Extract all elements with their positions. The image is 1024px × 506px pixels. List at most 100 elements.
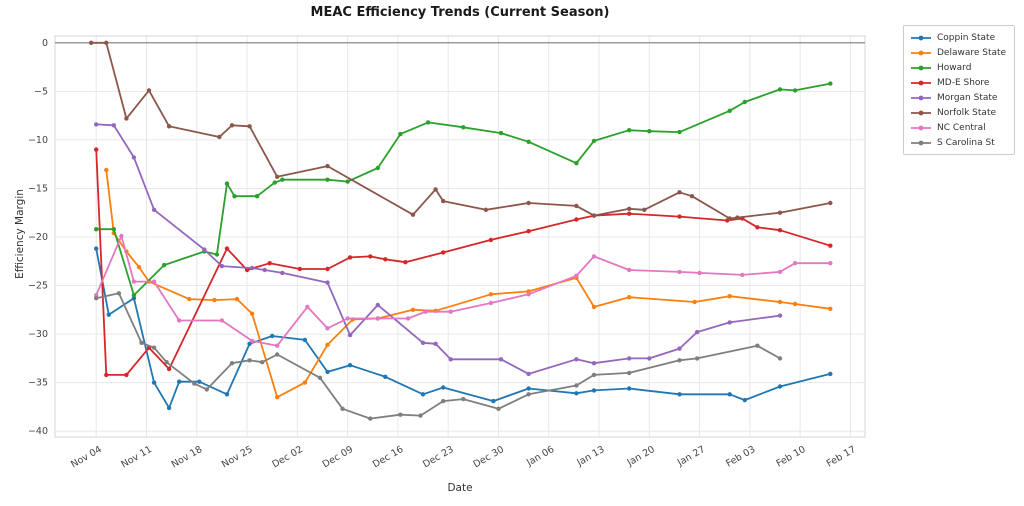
data-point: [254, 194, 260, 199]
data-point: [224, 181, 230, 186]
data-point: [627, 206, 632, 211]
y-tick-label: −20: [28, 232, 48, 243]
data-point: [111, 123, 117, 128]
data-point: [94, 147, 99, 152]
data-point: [325, 369, 330, 375]
data-point: [777, 228, 783, 233]
x-tick-label: Feb 17: [825, 444, 858, 469]
data-point: [591, 372, 597, 378]
data-point: [104, 372, 109, 378]
data-point: [94, 296, 99, 301]
data-point: [441, 398, 446, 404]
legend-marker-icon: [911, 110, 931, 115]
data-point: [217, 134, 222, 140]
data-point: [161, 262, 167, 268]
data-point: [574, 273, 579, 278]
data-point: [526, 392, 531, 397]
data-point: [526, 386, 531, 391]
series-line-md-e-shore: [95, 149, 831, 376]
data-point: [677, 346, 682, 351]
data-point: [574, 391, 579, 396]
y-tick-label: −15: [28, 183, 48, 194]
legend-item-howard: Howard: [910, 60, 1008, 75]
data-point: [297, 266, 303, 272]
data-point: [677, 392, 682, 397]
data-point: [461, 125, 466, 130]
data-point: [425, 120, 431, 125]
data-point: [325, 177, 330, 182]
plot-border: [54, 35, 866, 438]
data-point: [275, 352, 280, 357]
data-point: [526, 292, 531, 297]
data-point: [755, 225, 760, 230]
x-axis-label: Date: [447, 482, 473, 494]
data-point: [627, 267, 632, 273]
series-line-norfolk-state: [91, 41, 831, 220]
series-line-nc-central: [95, 235, 831, 347]
data-point: [488, 237, 494, 243]
data-point: [151, 380, 157, 385]
data-point: [792, 88, 798, 93]
data-point: [574, 203, 579, 209]
data-point: [94, 122, 99, 127]
data-point: [488, 292, 494, 297]
data-point: [461, 396, 466, 402]
legend-marker-icon: [911, 95, 931, 100]
data-point: [260, 360, 265, 365]
data-point: [280, 270, 285, 276]
legend-marker-icon: [911, 125, 931, 130]
data-point: [642, 207, 647, 212]
data-point: [325, 266, 330, 272]
data-point: [164, 360, 169, 365]
data-point: [124, 372, 129, 378]
data-point: [777, 299, 783, 305]
data-point: [777, 384, 783, 389]
data-point: [689, 194, 695, 199]
data-point: [202, 247, 207, 252]
data-point: [325, 163, 330, 169]
data-point: [270, 333, 275, 339]
data-point: [151, 279, 157, 284]
data-point: [146, 88, 152, 93]
legend-marker-icon: [911, 65, 931, 70]
data-point: [219, 318, 225, 323]
data-point: [448, 357, 453, 362]
data-point: [111, 227, 117, 232]
data-point: [275, 343, 280, 348]
data-point: [166, 405, 172, 411]
data-point: [347, 363, 353, 368]
y-tick-label: 0: [42, 38, 48, 49]
x-tick-label: Jan 27: [675, 444, 707, 469]
data-point: [677, 190, 682, 195]
x-tick-label: Nov 25: [220, 444, 255, 470]
data-point: [591, 361, 597, 366]
data-point: [591, 388, 597, 393]
legend-item-md-e-shore: MD-E Shore: [910, 75, 1008, 90]
data-point: [104, 167, 109, 173]
legend-label: Howard: [937, 62, 972, 73]
data-point: [727, 320, 732, 325]
legend-label: Coppin State: [937, 32, 996, 43]
data-point: [192, 381, 197, 386]
data-point: [368, 254, 373, 259]
data-point: [177, 379, 182, 384]
data-point: [526, 139, 531, 144]
data-point: [247, 358, 252, 363]
data-point: [627, 128, 632, 133]
data-point: [498, 357, 504, 362]
x-tick-label: Jan 13: [574, 444, 606, 469]
data-point: [727, 108, 732, 114]
data-point: [272, 180, 277, 185]
y-tick-label: −30: [28, 329, 48, 340]
data-point: [647, 356, 652, 361]
y-tick-label: −10: [28, 135, 48, 146]
legend-item-norfolk-state: Norfolk State: [910, 105, 1008, 120]
data-point: [305, 304, 310, 310]
data-point: [574, 161, 579, 166]
data-point: [229, 123, 235, 128]
data-point: [727, 294, 732, 299]
x-tick-label: Feb 03: [724, 444, 757, 469]
data-point: [828, 200, 833, 206]
data-point: [347, 255, 353, 260]
data-point: [727, 392, 732, 397]
